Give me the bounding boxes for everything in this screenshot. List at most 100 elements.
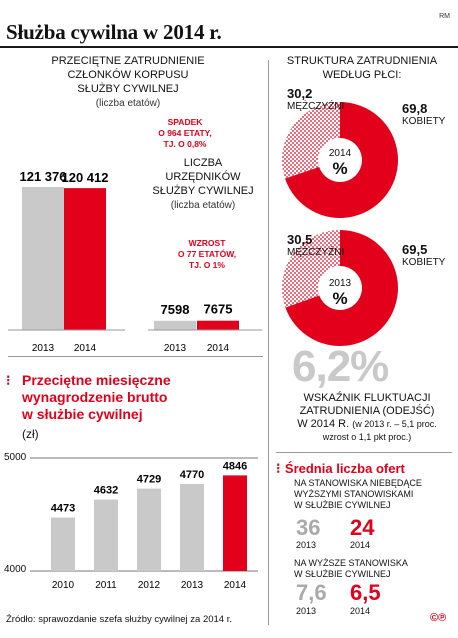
gender-heading-line: STRUKTURA ZATRUDNIENIA (286, 55, 438, 67)
offers-title: ⁝ Średnia liczba ofert (276, 460, 456, 478)
title-rule (0, 46, 458, 48)
salary-year-label: 2013 (181, 580, 204, 591)
employment-value-label: 120 412 (62, 170, 109, 185)
donut-men-slice (282, 102, 340, 179)
salary-value-label: 4473 (51, 503, 75, 515)
salary-value-label: 4729 (137, 474, 161, 486)
employment-heading-line: PRZECIĘTNE ZATRUDNIENIE (51, 55, 205, 67)
donut-women-slice (285, 230, 398, 346)
officials-bar-2013 (154, 320, 196, 330)
offers-group1-line: W SŁUŻBIE CYWILNEJ (294, 500, 391, 510)
bullet-dots-icon: ⁝ (276, 460, 281, 476)
employment-annotation-line: TJ. O 0,8% (163, 139, 207, 149)
employment-heading: PRZECIĘTNE ZATRUDNIENIE CZŁONKÓW KORPUSU… (8, 54, 248, 96)
employment-value-label: 121 376 (20, 169, 67, 184)
employment-bar-2013 (22, 187, 64, 330)
offers-rule (276, 452, 452, 453)
officials-year-label: 2013 (164, 343, 187, 354)
copyright-mark: ©℗ (430, 612, 447, 624)
officials-year-label: 2014 (207, 343, 230, 354)
gender-heading: STRUKTURA ZATRUDNIENIA WEDŁUG PŁCI: (272, 54, 452, 82)
fluctuation-value: 6,2% (292, 342, 389, 391)
salary-bar-2010 (51, 517, 75, 571)
officials-sub: (liczba etatów) (170, 200, 236, 211)
fluctuation-text: WSKAŹNIK FLUKTUACJI ZATRUDNIENIA (ODEJŚĆ… (282, 392, 452, 444)
salary-bars: 4473 2010 4632 2011 4729 2012 4770 2013 4846 2014 (30, 457, 258, 591)
fluctuation-line: WSKAŹNIK FLUKTUACJI (303, 392, 431, 404)
salary-title-line: wynagrodzenie brutto (22, 389, 168, 405)
offers-group1-year-2013: 2013 (296, 540, 317, 550)
men-label-2014: MĘŻCZYŹNI (287, 101, 345, 112)
gender-heading-line: WEDŁUG PŁCI: (322, 69, 402, 81)
salary-axis-top: 5000 (4, 452, 27, 463)
officials-heading-line: SŁUŻBY CYWILNEJ (152, 185, 254, 197)
officials-chart: 7598 2013 7675 2014 (148, 302, 262, 354)
offers-group2-2014: 6,5 (350, 580, 381, 605)
source-note: Źródło: sprawozdanie szefa służby cywiln… (6, 614, 233, 625)
salary-bar-2011 (94, 499, 118, 571)
offers-group2-2013: 7,6 (296, 580, 327, 605)
offers-group1-year-2014: 2014 (350, 540, 371, 550)
officials-heading-line: URZĘDNIKÓW (165, 171, 241, 183)
officials-heading: LICZBA URZĘDNIKÓW SŁUŻBY CYWILNEJ (138, 156, 268, 198)
donut-men-slice (282, 230, 340, 308)
donut-year-2013: 2013 (328, 278, 352, 289)
offers-group2-line: W SŁUŻBIE CYWILNEJ (294, 569, 391, 579)
fluctuation-detail-prefix: W 2014 R. (297, 418, 350, 430)
officials-annotation-line: O 77 ETATÓW, (177, 249, 237, 259)
employment-annotation-line: SPADEK (167, 117, 203, 127)
page-title: Służba cywilna w 2014 r. (6, 20, 222, 44)
women-label-2013: KOBIETY (402, 257, 446, 268)
officials-annotation-line: WZROST (188, 238, 226, 248)
salary-year-label: 2014 (224, 580, 247, 591)
salary-value-label: 4632 (94, 485, 118, 497)
offers-group2-line: NA WYŻSZE STANOWISKA (294, 558, 408, 568)
corner-mark: RM (439, 13, 450, 20)
employment-annotation-line: O 964 ETATY, (158, 128, 212, 138)
top-bar-charts: 121 376 2013 120 412 2014 7598 2013 7675 2014 (8, 169, 262, 354)
officials-heading-line: LICZBA (183, 157, 223, 169)
fluctuation-detail-small-2: wzrost o 1,1 pkt proc.) (322, 432, 412, 442)
salary-year-label: 2011 (95, 580, 117, 591)
salary-year-label: 2010 (52, 580, 75, 591)
offers-group1-line: WYŻSZYMI STANOWISKAMI (294, 489, 414, 499)
women-value-2014: 69,8 (402, 101, 428, 116)
offers-group1-2014: 24 (350, 515, 375, 540)
employment-bar-2014 (64, 188, 106, 330)
employment-year-label: 2014 (74, 343, 97, 354)
salary-chart: 4473 2010 4632 2011 4729 2012 4770 2013 4846 2014 (30, 457, 258, 591)
men-value-2014: 30,2 (287, 86, 313, 101)
employment-heading-line: CZŁONKÓW KORPUSU (67, 69, 189, 81)
employment-year-label: 2013 (32, 343, 55, 354)
percent-sign-2013: % (332, 289, 348, 308)
employment-chart: 121 376 2013 120 412 2014 (8, 169, 125, 354)
men-value-2013: 30,5 (287, 232, 313, 247)
offers-group1-2013: 36 (296, 515, 321, 540)
men-label-2013: MĘŻCZYŹNI (287, 247, 345, 258)
section-rule (8, 356, 263, 357)
salary-title: ⁝ Przeciętne miesięczne wynagrodzenie br… (6, 372, 266, 423)
officials-annotation: WZROST O 77 ETATÓW, TJ. O 1% (162, 238, 252, 271)
gender-donuts (282, 102, 398, 346)
donut-2014 (282, 102, 398, 218)
salary-year-label: 2012 (138, 580, 161, 591)
bullet-dots-icon: ⁝ (6, 372, 11, 388)
salary-title-line: Przeciętne miesięczne (22, 372, 171, 388)
fluctuation-line: ZATRUDNIENIA (ODEJŚĆ) (299, 405, 435, 417)
offers-group2-year-2014: 2014 (350, 606, 371, 616)
salary-bar-2013 (180, 483, 204, 571)
percent-sign-2014: % (332, 159, 348, 178)
women-value-2013: 69,5 (402, 242, 428, 257)
employment-heading-line: SŁUŻBY CYWILNEJ (77, 83, 179, 95)
offers-title-text: Średnia liczba ofert (284, 461, 405, 476)
salary-bar-2014 (223, 475, 247, 571)
donut-2013 (282, 230, 398, 346)
salary-value-label: 4770 (180, 469, 204, 481)
offers-group2-heading: NA WYŻSZE STANOWISKA W SŁUŻBIE CYWILNEJ (294, 558, 456, 580)
employment-sub: (liczba etatów) (95, 98, 161, 109)
officials-bar-2014 (197, 320, 239, 330)
offers-group2-year-2013: 2013 (296, 606, 317, 616)
donut-women-slice (285, 102, 398, 218)
column-divider (268, 60, 269, 625)
salary-title-line: w służbie cywilnej (22, 406, 143, 422)
